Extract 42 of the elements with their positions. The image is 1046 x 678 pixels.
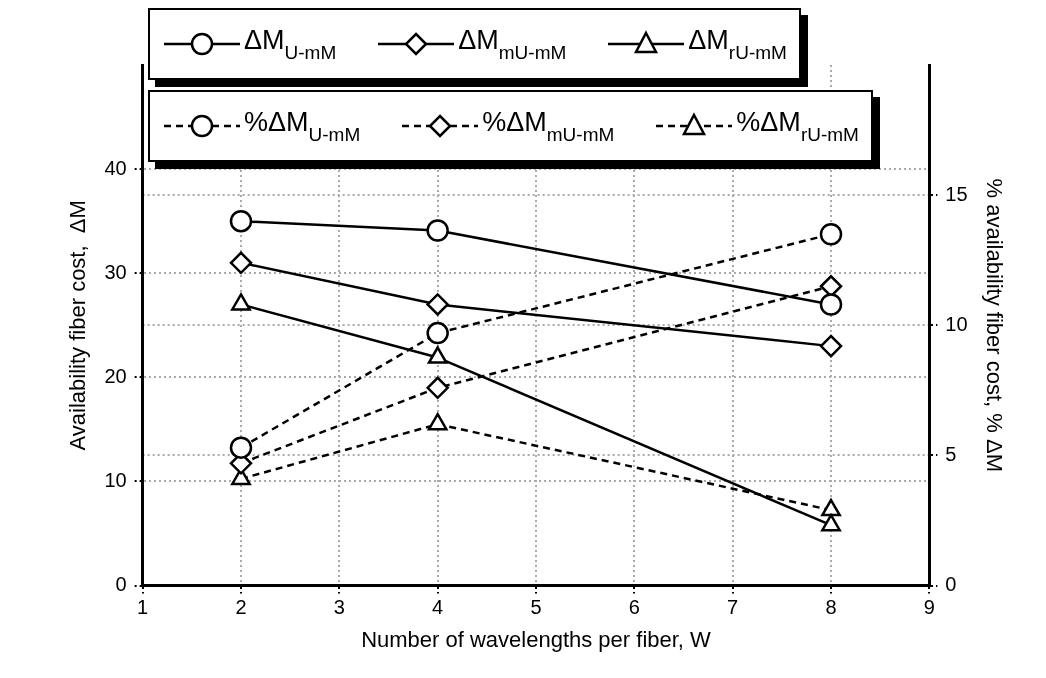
y-tick-label: 10 [104,469,127,491]
point [819,293,843,316]
x-tick-label: 9 [923,596,935,619]
y-tick-label: 40 [104,156,127,179]
y2-tick-label: 0 [945,573,957,596]
x-tick-label: 2 [235,596,247,619]
y-tick-label: 0 [115,573,127,596]
point [231,293,251,311]
y2-tick-label: 15 [945,182,968,205]
legend-label: ΔM$_{rU-mM}$ [688,24,787,64]
legend-label: %ΔM$_{U-mM}$ [244,106,361,146]
y-tick-label: 30 [104,260,127,283]
x-tick-label: 4 [432,596,444,619]
x-tick-label: 1 [137,596,149,619]
point [427,346,448,364]
x-tick-label: 6 [628,596,640,619]
x-tick-label: 3 [333,596,345,619]
y-tick-label: 20 [104,364,127,387]
x-tick-label: 8 [825,596,837,619]
legend-label: ΔM$_{mU-mM}$ [458,24,567,64]
legend-label: %ΔM$_{rU-mM}$ [736,106,859,146]
legend-label: ΔM$_{U-mM}$ [244,24,337,64]
point [821,498,841,517]
point [426,321,449,345]
x-tick-label: 7 [727,596,739,619]
point [229,251,253,275]
x-tick-label: 5 [530,596,542,619]
point [427,412,448,431]
y2-tick-label: 10 [945,312,968,335]
y-axis-title: Availability fiber cost, ΔM [65,200,91,451]
point [819,334,843,358]
point [426,219,449,242]
point [229,209,253,233]
point [819,222,843,246]
legend-label: %ΔM$_{mU-mM}$ [482,106,615,146]
point [426,376,449,400]
point [229,436,253,459]
y2-tick-label: 5 [945,442,957,465]
point [821,513,841,532]
point [426,293,449,316]
y2-axis-title: % availability fiber cost, % ΔM [981,178,1007,473]
x-axis-title: Number of wavelengths per fiber, W [361,626,712,652]
